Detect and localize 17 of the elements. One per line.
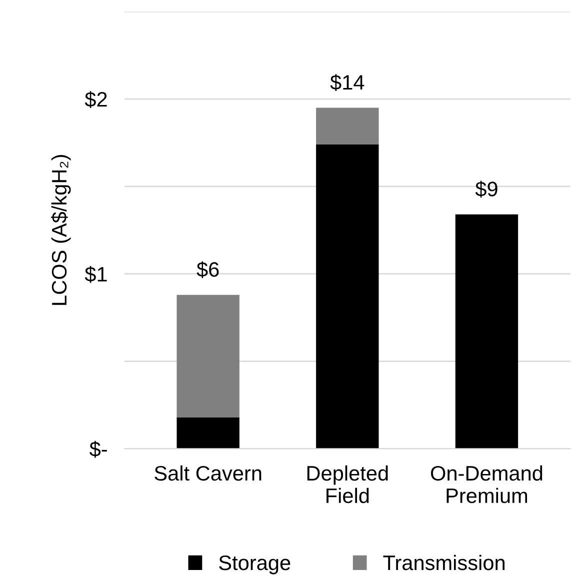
- legend-label: Transmission: [383, 554, 504, 570]
- legend-label: Storage: [219, 555, 290, 574]
- annotation: $6: [196, 261, 219, 278]
- annotation: $9: [475, 180, 498, 198]
- annotation: $14: [330, 74, 364, 91]
- bar: [316, 108, 379, 144]
- bar: [176, 417, 240, 449]
- bar: [176, 294, 240, 418]
- y-tick-label: $1: [84, 266, 107, 283]
- y-axis-title: LCOS (A$/kgH₂): [51, 155, 71, 305]
- x-tick-label: Salt Cavern: [154, 465, 262, 481]
- bar: [455, 214, 518, 449]
- x-tick-label: On-Demand Premium: [430, 465, 542, 504]
- x-tick-label: Depleted Field: [307, 465, 388, 504]
- y-tick-label: $2: [84, 91, 107, 108]
- bar: [316, 144, 379, 449]
- y-tick-label: $-: [90, 440, 107, 458]
